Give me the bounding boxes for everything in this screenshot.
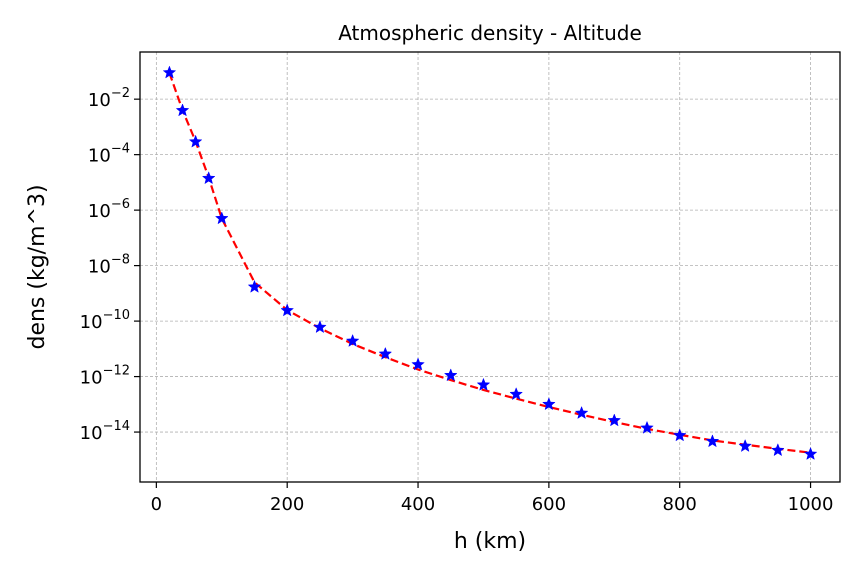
density-data-point <box>476 377 491 391</box>
density-data-point <box>175 103 190 117</box>
density-model-line <box>168 72 811 454</box>
y-tick-label: 10−6 <box>88 197 130 222</box>
density-data-point <box>705 434 720 448</box>
x-tick-label: 800 <box>663 494 697 515</box>
density-data-point <box>771 443 785 457</box>
density-data-point <box>378 346 393 360</box>
x-axis-label: h (km) <box>454 529 526 554</box>
density-data-point <box>803 446 818 460</box>
chart-title: Atmospheric density - Altitude <box>338 21 642 45</box>
y-tick-label: 10−10 <box>80 308 130 333</box>
density-data-point <box>574 405 589 419</box>
y-tick-label: 10−4 <box>88 142 130 167</box>
x-tick-label: 200 <box>270 494 304 515</box>
x-tick-label: 0 <box>151 494 162 515</box>
y-tick-label: 10−12 <box>80 364 130 389</box>
density-data-point <box>738 438 752 452</box>
x-tick-label: 1000 <box>788 494 834 515</box>
density-data-point <box>443 368 458 382</box>
plot-frame <box>139 51 841 483</box>
series-layer <box>162 65 818 460</box>
density-data-point <box>247 279 262 293</box>
density-data-point <box>188 134 203 148</box>
density-data-point <box>313 320 327 334</box>
density-data-point <box>542 397 556 411</box>
density-data-point <box>509 387 524 401</box>
x-tick-label: 400 <box>401 494 435 515</box>
density-data-point <box>640 420 654 434</box>
y-tick-label: 10−2 <box>88 86 130 111</box>
y-tick-label: 10−14 <box>80 419 130 444</box>
grid <box>140 52 840 482</box>
density-data-point <box>345 333 360 347</box>
density-data-point <box>214 211 229 225</box>
x-tick-label: 600 <box>532 494 566 515</box>
y-tick-label: 10−8 <box>88 253 130 278</box>
y-axis: 10−2 10−4 10−6 10−8 10−10 10−12 10−14 <box>80 86 140 444</box>
density-data-point <box>411 357 425 371</box>
density-data-point <box>201 171 216 185</box>
density-data-point <box>607 413 622 427</box>
x-axis: 0 200 400 600 800 1000 <box>151 482 834 515</box>
density-data-point <box>672 428 687 442</box>
density-data-point <box>162 65 177 79</box>
density-data-point <box>280 303 295 317</box>
y-axis-label: dens (kg/m^3) <box>25 184 50 349</box>
